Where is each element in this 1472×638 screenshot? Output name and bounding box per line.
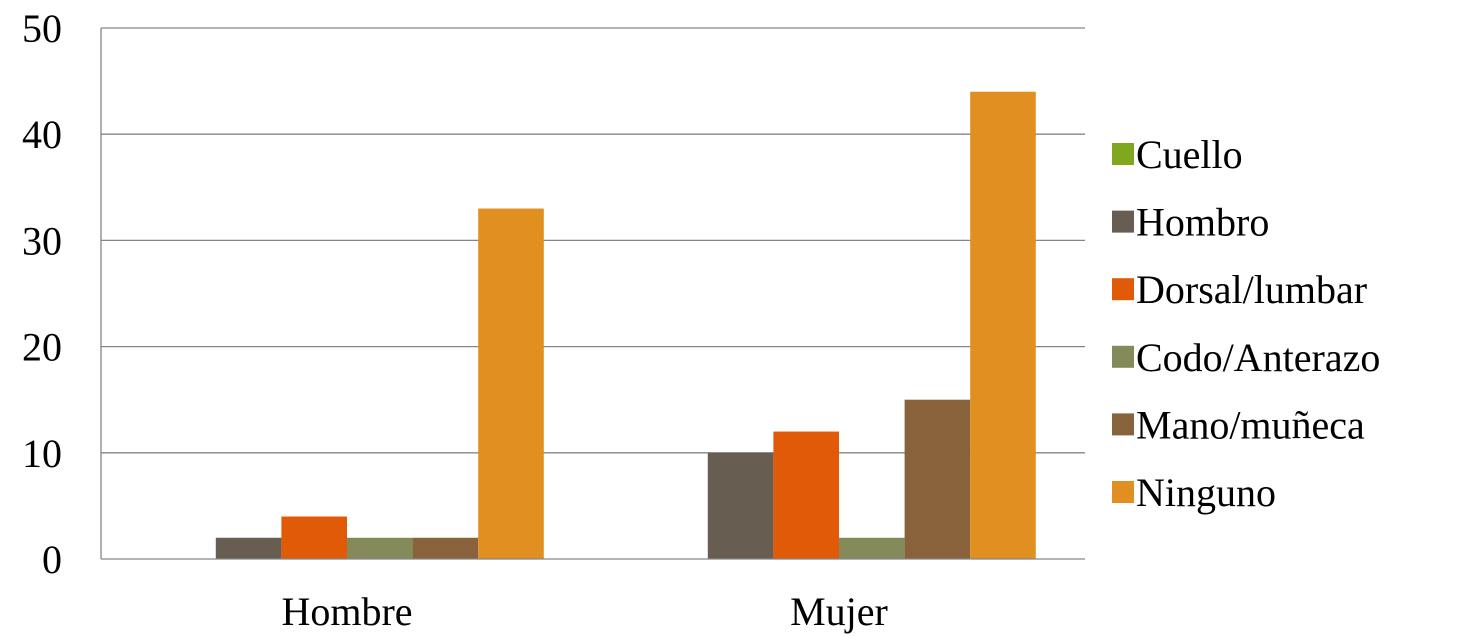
bar-mujer-4 [904,399,971,559]
bar-hombre-5 [478,208,544,560]
category-label: Mujer [790,589,888,634]
bar-mujer-3 [839,537,905,559]
legend-swatch [1112,481,1134,503]
legend-swatch [1112,278,1134,301]
legend-label: Codo/Anterazo [1136,335,1380,380]
category-labels: Hombre Mujer [281,589,887,634]
y-tick-label: 10 [22,431,62,476]
bar-mujer-1 [707,452,774,559]
bar-mujer-5 [970,91,1036,559]
legend-swatch [1112,345,1134,368]
legend: Cuello Hombro Dorsal/lumbar Codo/Anterazo Ma… [1112,132,1380,515]
bars [215,91,1036,560]
bar-hombre-1 [215,537,282,559]
legend-swatch [1112,210,1134,233]
legend-label: Dorsal/lumbar [1136,267,1367,312]
bar-hombre-4 [412,537,479,559]
y-tick-label: 50 [22,6,62,51]
legend-swatch [1112,413,1134,436]
legend-label: Hombro [1136,200,1269,245]
bar-mujer-2 [773,431,839,559]
bar-hombre-2 [281,516,347,559]
y-tick-label: 0 [42,537,62,582]
y-tick-label: 20 [22,325,62,370]
axes [100,28,1085,560]
y-tick-labels: 0 10 20 30 40 50 [22,6,62,582]
y-tick-label: 30 [22,218,62,263]
legend-label: Mano/muñeca [1136,402,1365,447]
category-label: Hombre [281,589,412,634]
y-tick-label: 40 [22,112,62,157]
legend-label: Cuello [1136,132,1243,177]
legend-swatch [1112,143,1134,165]
bar-hombre-3 [347,537,413,559]
legend-label: Ninguno [1136,470,1276,515]
